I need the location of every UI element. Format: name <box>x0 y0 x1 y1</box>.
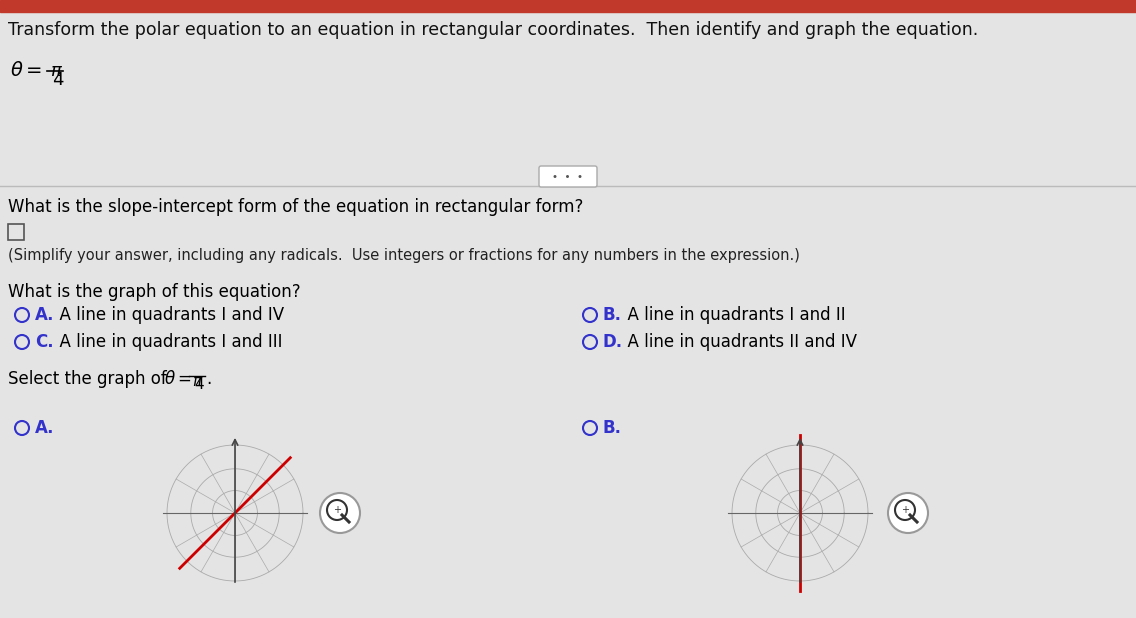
Text: +: + <box>333 505 341 515</box>
Circle shape <box>888 493 928 533</box>
Text: C.: C. <box>35 333 53 351</box>
Text: $\theta =$: $\theta =$ <box>10 61 42 80</box>
Text: .: . <box>206 370 211 388</box>
Text: $\theta =$: $\theta =$ <box>164 370 192 388</box>
Text: •  •  •: • • • <box>552 172 584 182</box>
Text: $\pi$: $\pi$ <box>192 374 203 389</box>
Text: +: + <box>901 505 909 515</box>
Bar <box>0 0 1136 12</box>
Text: B.: B. <box>603 306 623 324</box>
Text: A line in quadrants II and IV: A line in quadrants II and IV <box>617 333 857 351</box>
Text: Transform the polar equation to an equation in rectangular coordinates.  Then id: Transform the polar equation to an equat… <box>8 21 978 39</box>
Text: A line in quadrants I and IV: A line in quadrants I and IV <box>49 306 284 324</box>
Bar <box>8 224 24 240</box>
Text: $4$: $4$ <box>194 376 204 392</box>
Text: What is the graph of this equation?: What is the graph of this equation? <box>8 283 301 301</box>
Text: What is the slope-intercept form of the equation in rectangular form?: What is the slope-intercept form of the … <box>8 198 584 216</box>
Text: D.: D. <box>603 333 624 351</box>
Text: Select the graph of: Select the graph of <box>8 370 172 388</box>
Text: B.: B. <box>603 419 623 437</box>
Text: A line in quadrants I and III: A line in quadrants I and III <box>49 333 283 351</box>
Text: $4$: $4$ <box>52 71 65 89</box>
Text: (Simplify your answer, including any radicals.  Use integers or fractions for an: (Simplify your answer, including any rad… <box>8 248 800 263</box>
Text: $\pi$: $\pi$ <box>50 62 64 80</box>
Circle shape <box>320 493 360 533</box>
Text: A line in quadrants I and II: A line in quadrants I and II <box>617 306 845 324</box>
Text: A.: A. <box>35 419 55 437</box>
Text: A.: A. <box>35 306 55 324</box>
FancyBboxPatch shape <box>538 166 598 187</box>
